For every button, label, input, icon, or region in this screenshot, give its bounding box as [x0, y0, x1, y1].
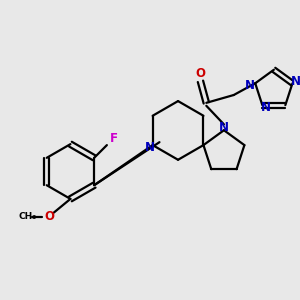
Text: N: N — [145, 141, 155, 154]
Text: CH₃: CH₃ — [18, 212, 37, 221]
Text: N: N — [261, 100, 271, 114]
Text: O: O — [44, 210, 54, 223]
Text: O: O — [196, 67, 206, 80]
Text: N: N — [291, 75, 300, 88]
Text: N: N — [245, 79, 255, 92]
Text: F: F — [110, 132, 118, 145]
Text: N: N — [219, 121, 229, 134]
